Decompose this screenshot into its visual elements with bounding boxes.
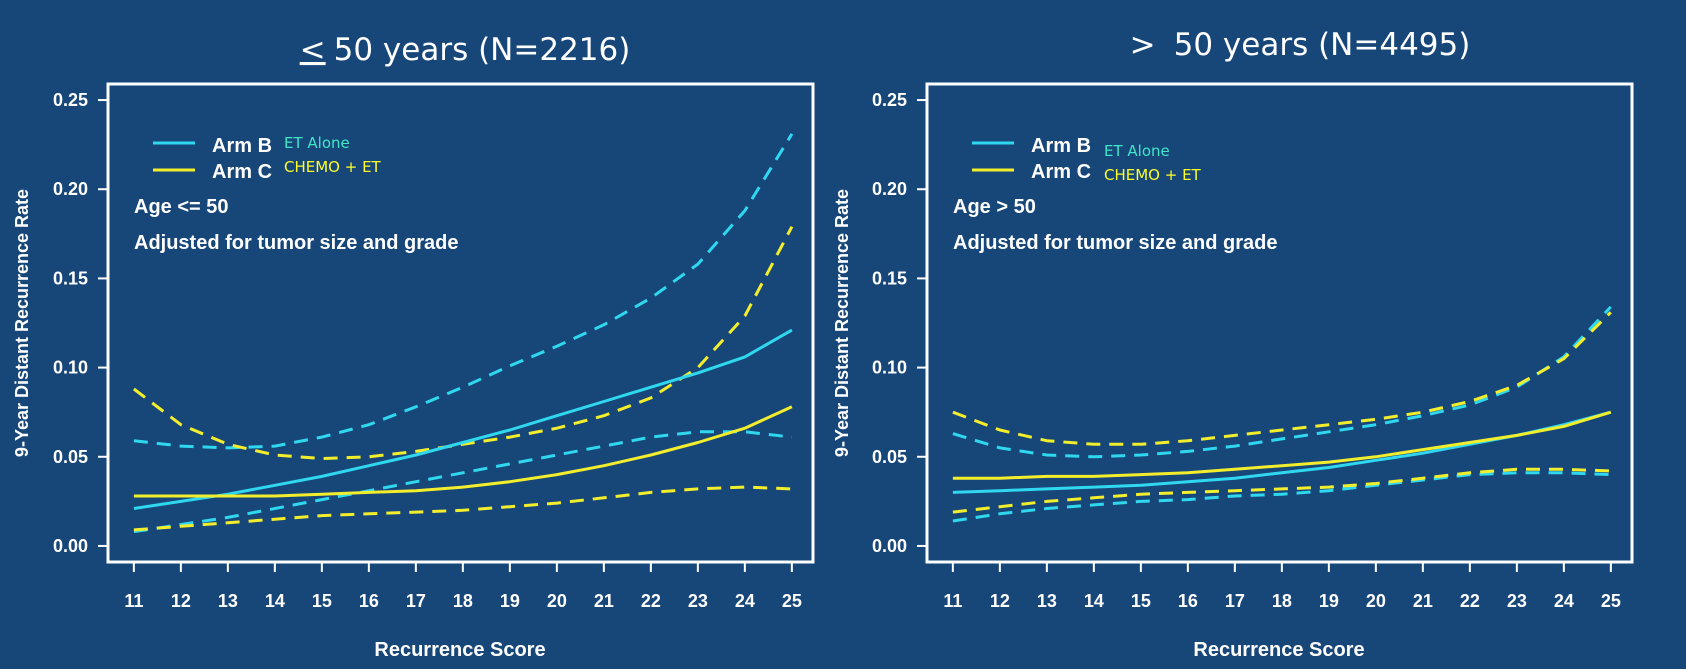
y-tick-label: 0.15	[872, 268, 907, 288]
y-tick-label: 0.00	[872, 536, 907, 556]
x-tick-label: 16	[1178, 591, 1198, 611]
title-prefix-symbol: >	[1130, 27, 1156, 63]
legend-desc-arm-c: CHEMO + ET	[1104, 166, 1202, 184]
x-axis-label: Recurrence Score	[374, 639, 545, 661]
x-axis-label: Recurrence Score	[1193, 639, 1364, 661]
series-line-arm-b-upper-95-ci	[133, 133, 794, 450]
y-axis-label: 9-Year Distant Recurrence Rate	[832, 189, 852, 457]
x-tick-label: 14	[1084, 591, 1104, 611]
x-tick-label: 16	[359, 591, 379, 611]
x-tick-label: 19	[1319, 591, 1339, 611]
y-tick-label: 0.10	[872, 358, 907, 378]
series-line-arm-c-lower-95-ci	[952, 467, 1611, 514]
x-tick-label: 23	[1507, 591, 1527, 611]
note-adjusted: Adjusted for tumor size and grade	[953, 232, 1277, 254]
y-tick-label: 0.10	[53, 358, 88, 378]
title-prefix-symbol: <	[300, 32, 326, 68]
series-line-arm-b-lower-95-ci	[952, 471, 1611, 523]
series-line-arm-c	[952, 410, 1612, 480]
legend-label-arm-b: Arm B	[212, 135, 272, 157]
legend-desc-arm-b: ET Alone	[284, 134, 350, 152]
x-tick-label: 19	[500, 591, 520, 611]
chart-title: >50 years (N=4495)	[1130, 27, 1471, 63]
x-tick-label: 25	[1601, 591, 1621, 611]
series-line-arm-b	[952, 410, 1612, 494]
series-line-arm-c-upper-95-ci	[132, 226, 794, 461]
x-tick-label: 13	[1037, 591, 1057, 611]
x-tick-label: 15	[1131, 591, 1151, 611]
x-tick-label: 17	[406, 591, 426, 611]
x-tick-label: 15	[312, 591, 332, 611]
legend-desc-arm-c: CHEMO + ET	[284, 158, 382, 176]
x-tick-label: 24	[1554, 591, 1574, 611]
x-tick-label: 23	[688, 591, 708, 611]
y-tick-label: 0.20	[53, 179, 88, 199]
x-tick-label: 11	[943, 591, 962, 611]
y-tick-label: 0.25	[53, 90, 88, 110]
series-line-arm-c	[133, 405, 793, 498]
plot-frame	[106, 82, 815, 564]
y-tick-label: 0.15	[53, 268, 88, 288]
series-line-arm-c-upper-95-ci	[952, 311, 1612, 446]
legend: Arm B ET Alone Arm C CHEMO + ET	[972, 135, 1202, 184]
y-tick-label: 0.20	[872, 179, 907, 199]
x-tick-label: 22	[641, 591, 661, 611]
x-tick-label: 18	[453, 591, 473, 611]
x-tick-label: 12	[171, 591, 191, 611]
x-tick-label: 21	[594, 591, 614, 611]
x-tick-label: 21	[1413, 591, 1433, 611]
legend-label-arm-c: Arm C	[212, 161, 272, 183]
y-tick-label: 0.00	[53, 536, 88, 556]
x-tick-label: 24	[735, 591, 755, 611]
plot-area	[952, 305, 1612, 523]
chart-panel-age-over-50: >50 years (N=4495) Age > 50 Adjusted for…	[832, 27, 1634, 661]
chart-title: <50 years (N=2216)	[300, 32, 631, 68]
y-tick-label: 0.25	[872, 90, 907, 110]
note-age: Age <= 50	[134, 196, 229, 218]
note-age: Age > 50	[953, 196, 1036, 218]
y-axis-label: 9-Year Distant Recurrence Rate	[12, 189, 32, 457]
y-tick-label: 0.05	[53, 447, 88, 467]
series-line-arm-c-lower-95-ci	[133, 485, 792, 532]
series-line-arm-b	[133, 328, 793, 510]
series-line-arm-b-lower-95-ci	[133, 430, 793, 534]
series-line-arm-b-upper-95-ci	[952, 305, 1612, 459]
x-tick-label: 11	[124, 591, 143, 611]
x-tick-label: 12	[990, 591, 1010, 611]
x-tick-label: 13	[218, 591, 238, 611]
chart-panel-age-under-50: <50 years (N=2216) Age <= 50 Adjusted fo…	[12, 32, 815, 661]
plot-area	[132, 133, 794, 534]
legend-label-arm-b: Arm B	[1031, 135, 1091, 157]
x-tick-label: 20	[547, 591, 567, 611]
x-tick-label: 25	[782, 591, 802, 611]
x-tick-label: 22	[1460, 591, 1480, 611]
note-adjusted: Adjusted for tumor size and grade	[134, 232, 458, 254]
legend-desc-arm-b: ET Alone	[1104, 142, 1170, 160]
legend-label-arm-c: Arm C	[1031, 161, 1091, 183]
legend: Arm B ET Alone Arm C CHEMO + ET	[153, 134, 382, 183]
x-tick-label: 14	[265, 591, 285, 611]
plot-frame	[925, 82, 1634, 564]
x-tick-label: 18	[1272, 591, 1292, 611]
y-tick-label: 0.05	[872, 447, 907, 467]
x-tick-label: 17	[1225, 591, 1245, 611]
x-tick-label: 20	[1366, 591, 1386, 611]
